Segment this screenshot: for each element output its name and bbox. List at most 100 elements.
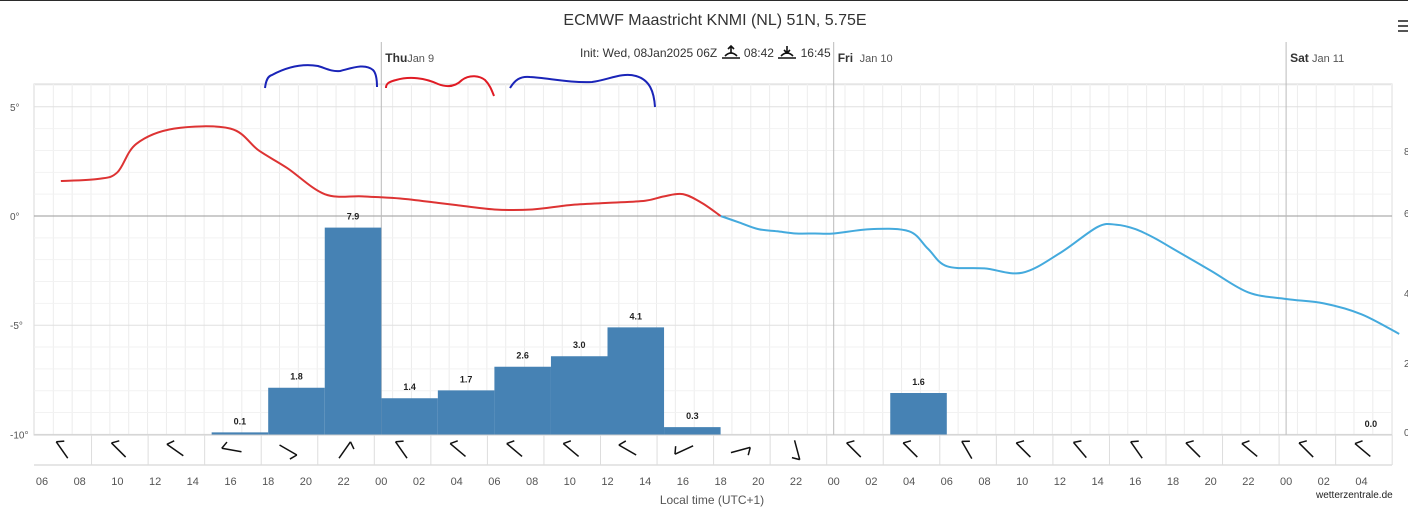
x-tick-label: 02 <box>865 476 877 488</box>
x-tick-label: 02 <box>1318 476 1330 488</box>
wind-barb-shaft <box>793 440 801 460</box>
wind-barb-flag <box>1130 440 1139 443</box>
wind-barb-shaft <box>902 442 918 458</box>
x-tick-label: 20 <box>1205 476 1217 488</box>
temp-line-below-zero <box>720 215 1400 335</box>
x-tick-label: 08 <box>74 476 86 488</box>
wind-barb-flag <box>1073 440 1082 444</box>
x-tick-label: 18 <box>714 476 726 488</box>
precip-bar <box>607 327 665 435</box>
wind-barb-shaft <box>562 442 580 458</box>
wind-barb-icon <box>55 440 69 459</box>
x-tick-label: 04 <box>903 476 915 488</box>
x-tick-label: 14 <box>639 476 651 488</box>
wind-barb-flag <box>166 440 175 445</box>
sunset-icon <box>778 46 797 59</box>
precip-label: 0.3 <box>686 411 699 421</box>
precipitation-bars <box>211 227 947 435</box>
x-tick-label: 16 <box>677 476 689 488</box>
y-tick-label: -10° <box>10 430 28 441</box>
day-date: Jan 10 <box>860 53 893 65</box>
wind-barb-icon <box>221 441 242 453</box>
x-tick-label: 00 <box>1280 476 1292 488</box>
precip-bar <box>550 356 608 435</box>
x-tick-label: 12 <box>149 476 161 488</box>
wind-barb-shaft <box>110 442 127 458</box>
wind-barb-shaft <box>1241 442 1258 458</box>
grid-lines <box>33 42 1393 436</box>
wind-barb-flag <box>1185 440 1194 444</box>
wind-barb-icon <box>110 440 127 458</box>
wind-barb-shaft <box>1354 442 1371 458</box>
wind-barb-shaft <box>618 444 637 456</box>
y-tick-label: 0° <box>10 212 20 223</box>
sunrise-time: 08:42 <box>743 46 774 60</box>
wind-barb-icon <box>166 440 184 457</box>
wind-barb-flag <box>618 440 627 446</box>
precip-label: 1.8 <box>290 372 303 382</box>
hand-drawn-annotations <box>264 64 656 108</box>
temp-line-above-zero <box>60 125 722 217</box>
annotation-blue-2 <box>509 73 656 108</box>
x-tick-label: 06 <box>488 476 500 488</box>
wind-barb-icon <box>846 440 862 458</box>
annotation-red <box>385 75 495 97</box>
wind-barb-shaft <box>55 441 69 459</box>
wind-barb-icon <box>449 440 466 458</box>
wind-barb-icon <box>394 440 408 459</box>
wind-barb-icon <box>791 440 801 461</box>
wind-barb-shaft <box>846 442 862 458</box>
right-axis-label: 0 <box>1404 428 1408 439</box>
wind-barb-flag <box>791 456 800 461</box>
wind-barb-shaft <box>394 441 408 459</box>
x-tick-label: 12 <box>601 476 613 488</box>
wind-barb-icon <box>1072 440 1087 459</box>
precip-bar <box>324 227 382 435</box>
x-tick-label: 00 <box>828 476 840 488</box>
day-label: Thu <box>385 51 407 65</box>
wind-barb-flag <box>846 440 855 444</box>
wind-barb-icon <box>902 440 918 458</box>
wind-barb-shaft <box>1185 442 1201 458</box>
wind-barb-icon <box>562 440 580 458</box>
wind-row <box>34 434 1393 466</box>
wind-barb-flag <box>747 447 751 456</box>
chart-menu-icon[interactable] <box>1398 20 1408 34</box>
wind-barb-flag <box>1241 440 1250 445</box>
wind-barb-shaft <box>1298 442 1314 458</box>
precipitation-labels: 0.1 1.8 7.9 1.4 1.7 2.6 3.0 4.1 0.3 1.6 0.0 <box>234 212 1378 429</box>
precip-label: 1.4 <box>403 382 416 392</box>
precip-label: 0.1 <box>234 416 247 426</box>
wind-barb-icon <box>338 441 355 459</box>
axes: Thu Jan 9 Fri Jan 10 Sat Jan 11 5° 0° -5° -10° 8 6 4… <box>10 51 1408 507</box>
wind-barb-shaft <box>338 441 352 459</box>
precip-bar <box>890 392 947 435</box>
x-tick-label: 16 <box>1129 476 1141 488</box>
wind-barb-shaft <box>449 442 466 458</box>
sunrise-icon <box>721 44 740 59</box>
precip-label: 7.9 <box>347 212 360 222</box>
temperature-line <box>60 125 1400 335</box>
wind-barb-shaft <box>506 442 523 458</box>
init-label: Init: Wed, 08Jan2025 06Z <box>580 46 718 60</box>
x-tick-label: 14 <box>1091 476 1103 488</box>
precip-label: 2.6 <box>516 351 529 361</box>
wind-barb-flag <box>1016 440 1025 444</box>
x-tick-label: 08 <box>526 476 538 488</box>
wind-barb-flag <box>902 440 912 444</box>
precip-bar <box>664 427 721 435</box>
x-tick-label: 22 <box>790 476 802 488</box>
wind-barb-flag <box>111 440 120 444</box>
wind-barb-flag <box>563 440 572 445</box>
x-tick-label: 06 <box>36 476 48 488</box>
wind-barb-icon <box>1130 440 1143 459</box>
wind-barb-flag <box>1354 440 1363 445</box>
x-tick-label: 10 <box>1016 476 1028 488</box>
wind-barb-icon <box>1241 440 1258 458</box>
day-date: Jan 9 <box>407 53 434 65</box>
day-label: Sat <box>1290 51 1309 65</box>
wind-barb-shaft <box>730 446 751 454</box>
wind-barb-icon <box>279 444 298 460</box>
x-tick-label: 18 <box>262 476 274 488</box>
